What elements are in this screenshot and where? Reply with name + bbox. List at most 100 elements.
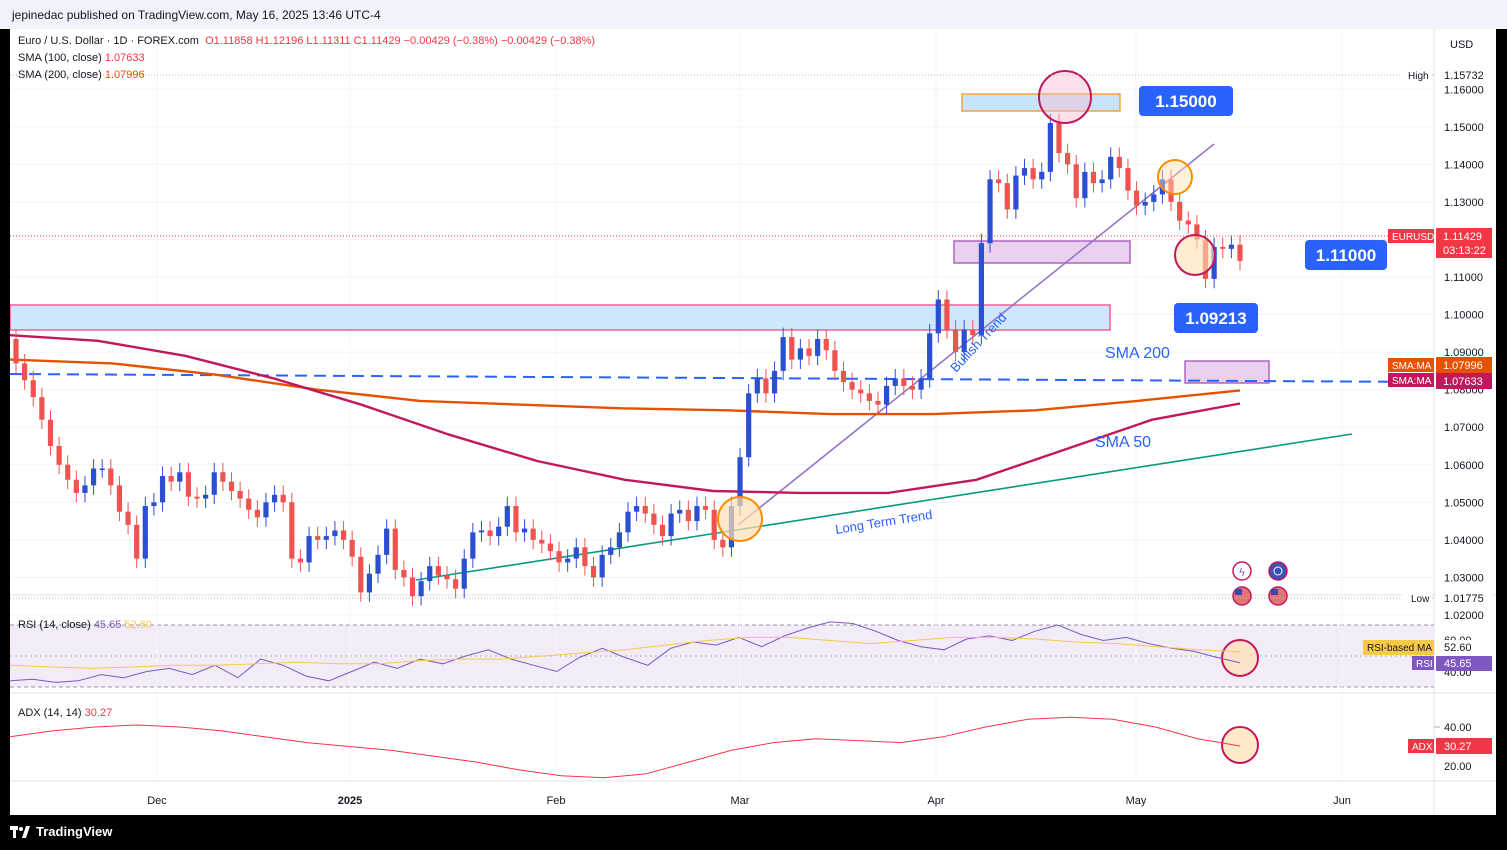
time-tick: 2025 [338, 795, 362, 807]
candle-body [565, 558, 571, 563]
label-sma50: SMA 50 [1095, 434, 1151, 451]
candles-group [13, 113, 1243, 606]
sma-100-line[interactable] [10, 334, 1241, 495]
candle-body [1151, 194, 1157, 202]
candle-body [746, 393, 752, 458]
candle-body [754, 378, 760, 394]
publisher-line: jepinedac published on TradingView.com, … [12, 8, 381, 22]
candle-body [608, 547, 614, 555]
candle-body [1065, 153, 1071, 165]
candle-body [56, 445, 62, 465]
time-tick: Dec [147, 795, 167, 807]
candle-body [228, 481, 235, 492]
candle-body [1021, 168, 1028, 176]
sma200-legend[interactable]: SMA (200, close) 1.07996 [18, 69, 145, 81]
candle-body [952, 329, 959, 353]
adx-tick-20: 20.00 [1444, 761, 1472, 773]
candle-body [513, 506, 519, 533]
candle-body [875, 400, 881, 405]
candle-body [840, 370, 847, 383]
zone-1150 [961, 93, 1121, 112]
candle-body [280, 494, 286, 503]
candle-body [306, 536, 312, 563]
candle-body [711, 509, 717, 540]
price-tick: 1.05000 [1444, 497, 1484, 509]
tradingview-logo[interactable]: TradingView [10, 824, 112, 839]
candle-body [392, 528, 398, 570]
candle-body [13, 338, 19, 364]
candle-body [634, 506, 640, 512]
candle-body [858, 389, 864, 394]
label-1150[interactable]: 1.15000 [1139, 86, 1233, 116]
candle-body [1194, 224, 1200, 240]
time-tick: Apr [927, 795, 944, 807]
candle-body [39, 397, 45, 420]
candle-body [909, 385, 916, 390]
sma100-legend-label: SMA (100, close) [18, 52, 102, 64]
flash-event-icon[interactable] [1232, 561, 1252, 581]
rsi-tag-label: RSI [1416, 659, 1433, 670]
chart-frame[interactable]: 1.15000 1.11000 1.09213 SMA 200 SMA 50 B… [10, 29, 1496, 815]
bullish-trend-line[interactable] [737, 143, 1215, 526]
candle-body [418, 581, 424, 597]
candle-body [685, 509, 691, 522]
price-tick: 1.06000 [1444, 460, 1484, 472]
candle-body [65, 464, 71, 480]
low-value: 1.01775 [1444, 593, 1484, 605]
rsi-legend[interactable]: RSI (14, close) 45.65 52.60 [18, 619, 152, 631]
rsi-ma-line[interactable] [10, 636, 1241, 669]
label-1110-text: 1.11000 [1316, 246, 1377, 265]
candle-body [737, 457, 743, 507]
candle-body [504, 506, 510, 527]
currency-label: USD [1450, 39, 1473, 51]
time-axis[interactable]: Dec 2025 Feb Mar Apr May Jun [147, 795, 1351, 807]
candle-body [1168, 179, 1174, 202]
candle-body [1125, 168, 1131, 191]
label-1092[interactable]: 1.09213 [1174, 303, 1258, 333]
candle-body [530, 528, 536, 540]
candle-body [1004, 183, 1010, 210]
candle-body [99, 468, 105, 471]
long-term-trend-line[interactable] [415, 433, 1353, 581]
candle-body [90, 468, 97, 486]
candle-body [1039, 171, 1045, 180]
candle-body [401, 569, 407, 578]
marker-dip [1174, 234, 1216, 276]
sma100-tag-label: SMA:MA [1392, 376, 1432, 387]
candle-body [30, 380, 36, 398]
candle-body [961, 329, 967, 353]
candle-body [590, 566, 597, 578]
candle-body [151, 502, 157, 507]
candle-body [1228, 244, 1234, 249]
price-tick: 1.13000 [1444, 197, 1484, 209]
price-tick: 1.10000 [1444, 310, 1484, 322]
sma100-legend[interactable]: SMA (100, close) 1.07633 [18, 52, 145, 64]
symbol-legend[interactable]: Euro / U.S. Dollar · 1D · FOREX.com O1.1… [18, 35, 595, 47]
candle-body [901, 378, 907, 386]
chart-canvas[interactable]: 1.15000 1.11000 1.09213 SMA 200 SMA 50 B… [10, 29, 1496, 815]
adx-line[interactable] [10, 716, 1241, 779]
label-1110[interactable]: 1.11000 [1305, 240, 1387, 270]
price-tick: 1.16000 [1444, 84, 1484, 96]
marker-low [717, 496, 763, 542]
rsi-ma-tag-value: 52.60 [1444, 642, 1472, 654]
globe-event-icon[interactable] [1268, 561, 1288, 581]
candle-body [1082, 171, 1088, 199]
price-tick: 1.15000 [1444, 122, 1484, 134]
candle-body [927, 333, 933, 379]
candle-body [556, 551, 562, 563]
candle-body [461, 558, 467, 589]
candle-body [496, 526, 502, 537]
sma-200-line[interactable] [10, 358, 1241, 416]
price-tick: 1.09000 [1444, 347, 1484, 359]
price-scale[interactable]: 1.160001.150001.140001.130001.120001.110… [1444, 84, 1484, 622]
event-icons[interactable]: ϟ [1232, 561, 1288, 606]
time-tick: Mar [731, 795, 750, 807]
candle-body [297, 558, 304, 563]
ohlc-values: O1.11858 H1.12196 L1.11311 C1.11429 −0.0… [205, 35, 596, 47]
candle-body [22, 363, 28, 381]
candle-body [625, 511, 631, 533]
adx-legend[interactable]: ADX (14, 14) 30.27 [18, 707, 112, 719]
candle-body [478, 530, 485, 533]
candle-body [435, 566, 441, 576]
